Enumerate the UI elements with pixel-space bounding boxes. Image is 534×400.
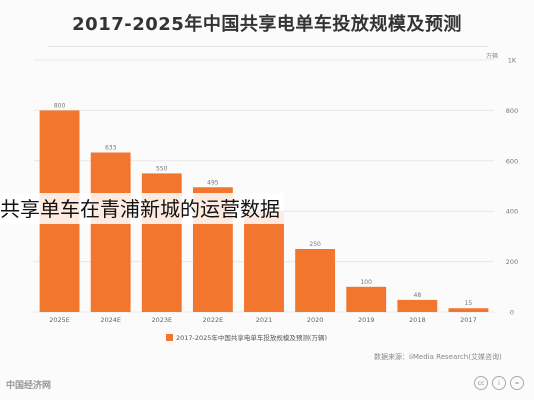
y-tick-label: 200 [506,258,518,266]
bar [295,249,336,312]
x-tick-label: 2018 [409,316,426,324]
y-tick-label: 800 [506,107,518,115]
x-tick-label: 2020 [307,316,324,324]
equals-icon: = [510,376,524,390]
source-note: 数据来源：iiMedia Research(艾媒咨询) [374,353,502,361]
legend-label: 2017-2025年中国共享电单车投放规模及预测(万辆) [176,333,327,342]
by-icon: i [492,376,506,390]
y-axis-unit-label: 万辆 [486,52,498,60]
x-tick-label: 2019 [358,316,375,324]
data-label: 250 [309,241,321,248]
legend-swatch [166,334,173,341]
y-tick-labels: 0 200 400 600 800 1K [506,57,518,317]
x-tick-label: 2023E [151,316,172,324]
x-tick-label: 2022E [203,316,224,324]
overlay-caption: 共享单车在青浦新城的运营数据 [0,193,284,224]
y-tick-label: 600 [506,157,518,165]
cc-icon: cc [474,376,488,390]
x-tick-labels: 2025E 2024E 2023E 2022E 2021 2020 2019 2018 2017 [49,316,476,324]
data-label: 48 [414,292,422,299]
bar [90,152,131,312]
legend: 2017-2025年中国共享电单车投放规模及预测(万辆) [166,333,327,342]
data-label: 550 [156,165,168,172]
bar [244,211,284,312]
x-tick-label: 2017 [460,316,477,324]
bar [397,299,438,312]
y-tick-label: 0 [510,309,514,317]
bars [39,110,489,313]
bar [448,308,489,312]
watermark-logo: 中国经济网 [6,381,52,391]
title-divider [48,46,488,47]
data-label: 633 [105,144,117,151]
license-icons: cc i = [474,376,524,390]
x-tick-label: 2025E [49,316,70,324]
data-label: 800 [54,102,66,109]
chart-title: 2017-2025年中国共享电单车投放规模及预测 [72,14,462,35]
y-tick-label: 400 [506,208,518,216]
data-label: 100 [360,279,372,286]
data-label: 15 [465,300,473,307]
x-tick-label: 2024E [100,316,121,324]
y-tick-label: 1K [508,57,517,65]
data-label: 495 [207,179,219,186]
bar [346,286,387,312]
x-tick-label: 2021 [256,316,273,324]
